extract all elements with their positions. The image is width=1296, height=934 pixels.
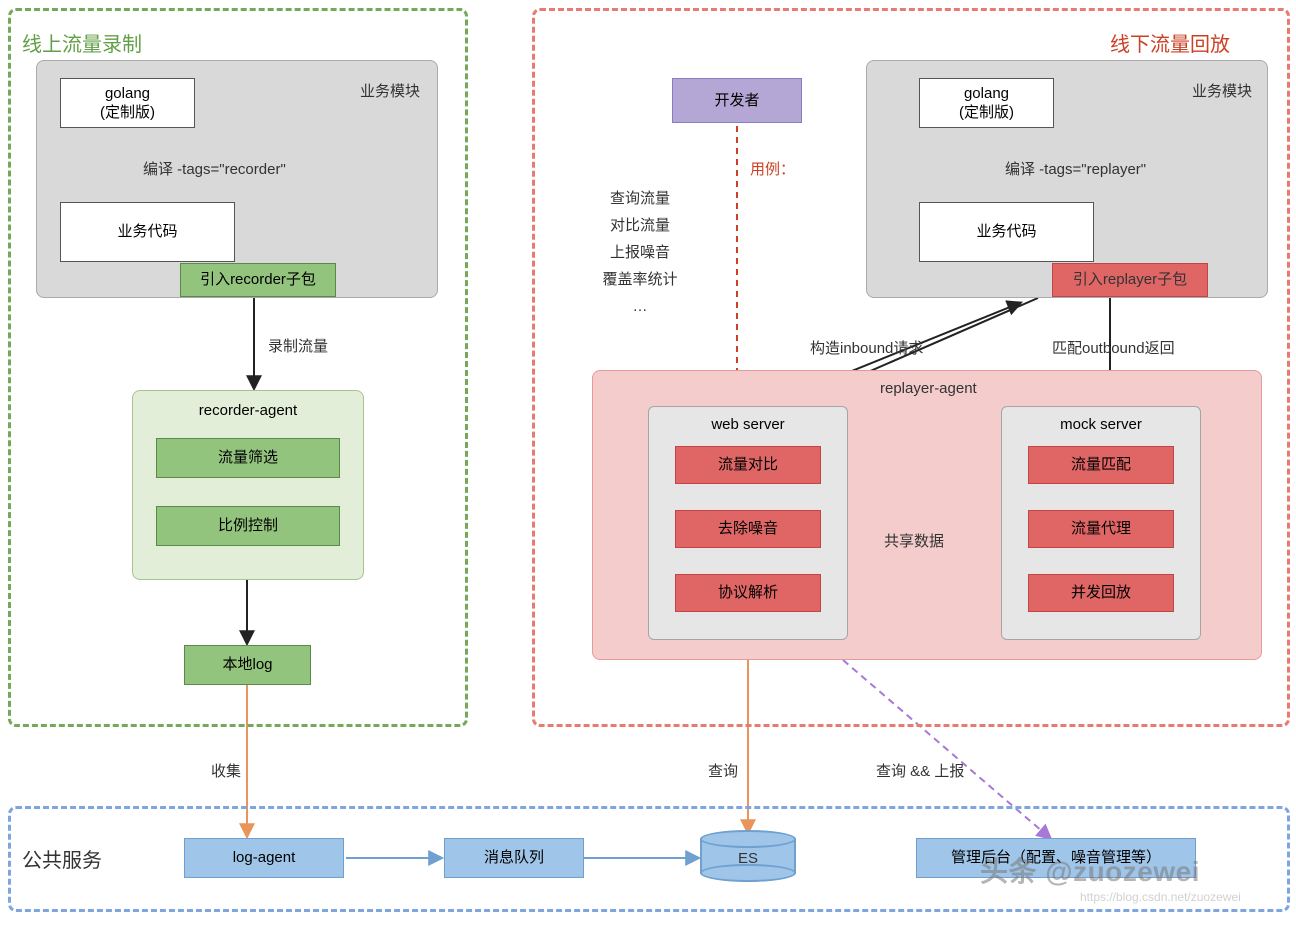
recording-biz-code-text: 业务代码 — [117, 222, 177, 242]
web2-text: 去除噪音 — [718, 519, 778, 539]
developer-box: 开发者 — [672, 78, 802, 123]
recorder-ratio-box: 比例控制 — [156, 506, 340, 546]
recorder-agent-box: recorder-agent — [132, 390, 364, 580]
es-text: ES — [700, 850, 796, 867]
web1-text: 流量对比 — [718, 455, 778, 475]
replay-golang-box: golang (定制版) — [919, 78, 1054, 128]
mock2-text: 流量代理 — [1071, 519, 1131, 539]
mock3-box: 并发回放 — [1028, 574, 1174, 612]
query-report-label: 查询 && 上报 — [876, 760, 964, 781]
outbound-label: 匹配outbound返回 — [1052, 337, 1175, 358]
replay-compile-label: 编译 -tags="replayer" — [1005, 158, 1146, 179]
recording-golang-box: golang (定制版) — [60, 78, 195, 128]
replay-import-pkg-box: 引入replayer子包 — [1052, 263, 1208, 297]
queue-text: 消息队列 — [484, 848, 544, 868]
replay-biz-code-text: 业务代码 — [976, 222, 1036, 242]
log-agent-box: log-agent — [184, 838, 344, 878]
usecase-title: 用例： — [750, 158, 795, 179]
inbound-label: 构造inbound请求 — [810, 337, 923, 358]
replay-import-pkg-text: 引入replayer子包 — [1073, 270, 1187, 290]
mock1-text: 流量匹配 — [1071, 455, 1131, 475]
collect-label: 收集 — [211, 760, 241, 781]
public-title: 公共服务 — [22, 844, 102, 873]
recording-import-pkg-text: 引入recorder子包 — [200, 270, 316, 290]
developer-text: 开发者 — [714, 91, 759, 111]
recording-biz-module-title: 业务模块 — [360, 80, 420, 101]
web-server-title: web server — [711, 415, 784, 435]
query-label: 查询 — [708, 760, 738, 781]
record-traffic-label: 录制流量 — [268, 335, 328, 356]
mock-server-title: mock server — [1060, 415, 1142, 435]
recorder-ratio-text: 比例控制 — [218, 516, 278, 536]
log-agent-text: log-agent — [233, 848, 296, 868]
watermark-small: https://blog.csdn.net/zuozewei — [1080, 890, 1241, 904]
watermark: 头条 @zuozewei — [980, 850, 1200, 890]
mock2-box: 流量代理 — [1028, 510, 1174, 548]
mock1-box: 流量匹配 — [1028, 446, 1174, 484]
queue-box: 消息队列 — [444, 838, 584, 878]
replay-title: 线下流量回放 — [1110, 28, 1230, 57]
recording-biz-code-box: 业务代码 — [60, 202, 235, 262]
recording-title: 线上流量录制 — [22, 28, 142, 57]
recording-compile-label: 编译 -tags="recorder" — [143, 158, 286, 179]
shared-data-label: 共享数据 — [884, 530, 944, 551]
recorder-agent-title: recorder-agent — [199, 401, 297, 421]
mock3-text: 并发回放 — [1071, 583, 1131, 603]
recording-import-pkg-box: 引入recorder子包 — [180, 263, 336, 297]
replay-biz-code-box: 业务代码 — [919, 202, 1094, 262]
local-log-box: 本地log — [184, 645, 311, 685]
replay-biz-module-title: 业务模块 — [1192, 80, 1252, 101]
local-log-text: 本地log — [222, 655, 272, 675]
recorder-filter-text: 流量筛选 — [218, 448, 278, 468]
usecase-list: 查询流量 对比流量 上报噪音 覆盖率统计 … — [576, 185, 704, 320]
es-cylinder: ES — [700, 830, 796, 882]
web1-box: 流量对比 — [675, 446, 821, 484]
replayer-agent-title: replayer-agent — [880, 380, 977, 397]
web3-text: 协议解析 — [718, 583, 778, 603]
web2-box: 去除噪音 — [675, 510, 821, 548]
web3-box: 协议解析 — [675, 574, 821, 612]
recorder-filter-box: 流量筛选 — [156, 438, 340, 478]
